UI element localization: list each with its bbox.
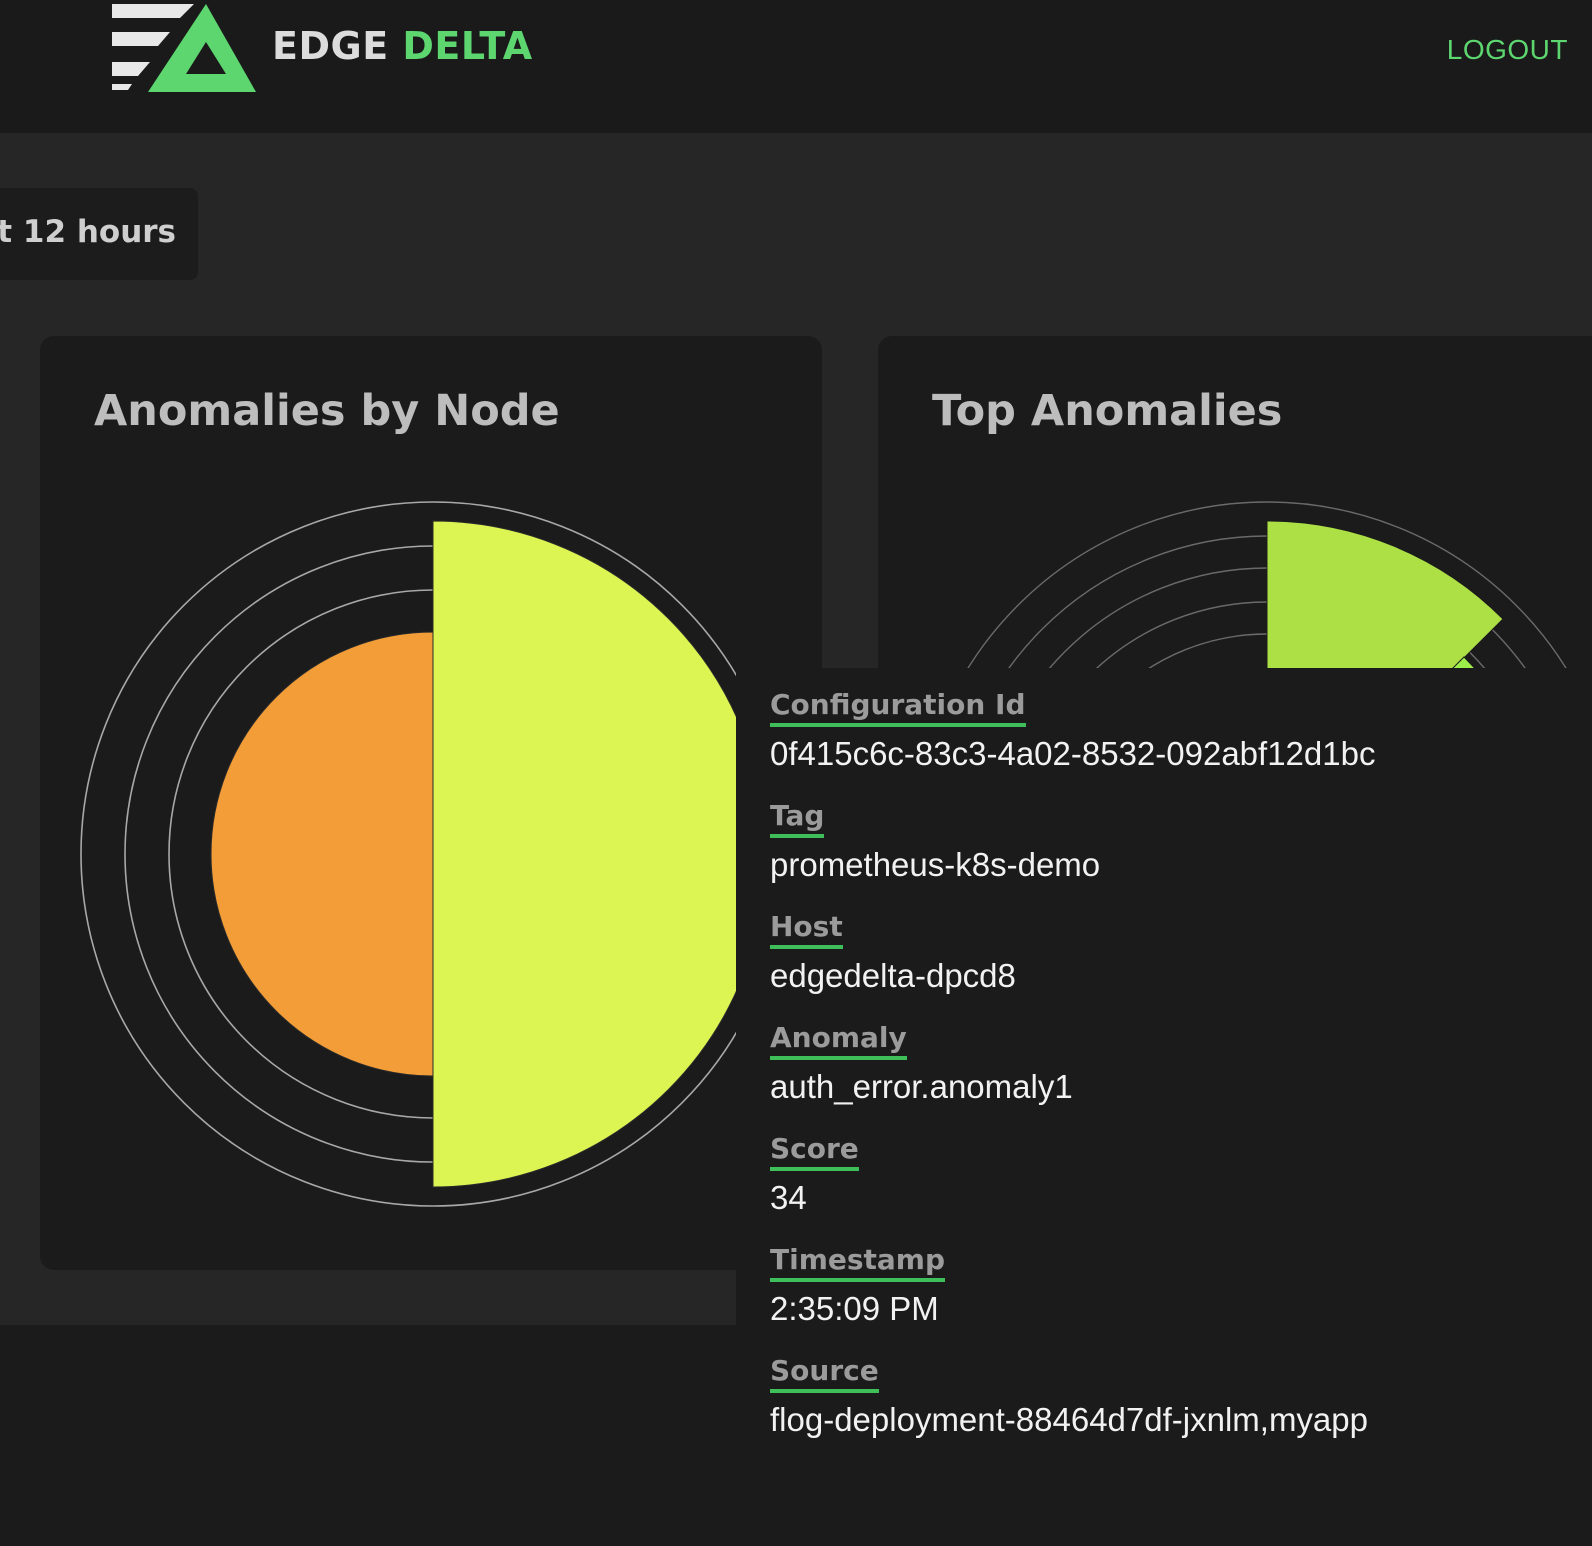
- tooltip-label: Anomaly: [770, 1021, 907, 1060]
- anomalies-by-node-chart: [80, 501, 786, 1207]
- tooltip-value: 2:35:09 PM: [770, 1290, 939, 1327]
- tooltip-row-tag: Tag prometheus-k8s-demo: [770, 799, 1100, 884]
- tooltip-value: 0f415c6c-83c3-4a02-8532-092abf12d1bc: [770, 735, 1376, 772]
- logout-link[interactable]: LOGOUT: [1446, 34, 1568, 65]
- tooltip-label: Host: [770, 910, 843, 949]
- tooltip-label: Configuration Id: [770, 688, 1026, 727]
- tooltip-value: auth_error.anomaly1: [770, 1068, 1073, 1105]
- anomalies-by-node-card: Anomalies by Node: [40, 336, 822, 1270]
- brand-word-edge: EDGE: [272, 24, 389, 68]
- tooltip-row-anomaly: Anomaly auth_error.anomaly1: [770, 1021, 1073, 1106]
- tooltip-value: prometheus-k8s-demo: [770, 846, 1101, 883]
- tooltip-row-timestamp: Timestamp 2:35:09 PM: [770, 1243, 946, 1328]
- tooltip-value: flog-deployment-88464d7df-jxnlm,myapp: [770, 1401, 1368, 1438]
- tooltip-label: Timestamp: [770, 1243, 946, 1282]
- node-slice-yellow[interactable]: [432, 520, 767, 1188]
- tooltip-label: Score: [770, 1132, 859, 1171]
- tooltip-value: edgedelta-dpcd8: [770, 957, 1016, 994]
- edge-delta-logo-icon[interactable]: [112, 4, 532, 96]
- tooltip-label: Tag: [770, 799, 825, 838]
- tooltip-label: Source: [770, 1354, 879, 1393]
- time-range-selector[interactable]: st 12 hours: [0, 188, 198, 280]
- card-title-anomalies-by-node: Anomalies by Node: [94, 386, 560, 436]
- brand-name: EDGE DELTA: [272, 24, 533, 68]
- tooltip-value: 34: [770, 1179, 807, 1216]
- brand-word-delta: DELTA: [402, 24, 533, 68]
- node-slice-orange[interactable]: [210, 631, 434, 1077]
- anomaly-tooltip: Configuration Id 0f415c6c-83c3-4a02-8532…: [736, 668, 1592, 1546]
- app-header: EDGE DELTA LOGOUT: [0, 0, 1592, 133]
- card-title-top-anomalies: Top Anomalies: [932, 386, 1283, 436]
- tooltip-row-score: Score 34: [770, 1132, 859, 1217]
- tooltip-row-configuration-id: Configuration Id 0f415c6c-83c3-4a02-8532…: [770, 688, 1375, 773]
- time-range-label: st 12 hours: [0, 214, 176, 250]
- tooltip-row-source: Source flog-deployment-88464d7df-jxnlm,m…: [770, 1354, 1368, 1439]
- tooltip-row-host: Host edgedelta-dpcd8: [770, 910, 1016, 995]
